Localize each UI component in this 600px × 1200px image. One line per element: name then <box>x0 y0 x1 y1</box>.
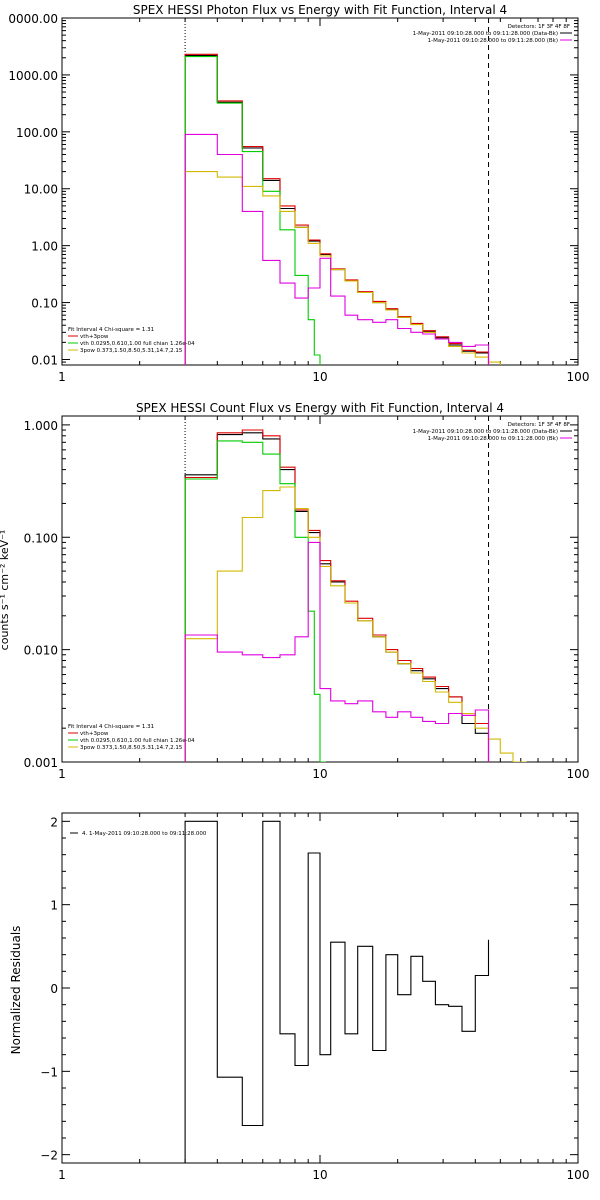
y-tick-label: 0.10 <box>31 297 58 311</box>
series-2-step-line <box>184 440 327 762</box>
series-3-step-line <box>184 486 527 762</box>
x-tick-label: 10 <box>312 767 327 781</box>
y-tick-label: −1 <box>40 1065 58 1079</box>
y-tick-label: 10.00 <box>24 183 58 197</box>
y-tick-label: 0.01 <box>31 353 58 367</box>
y-tick-label: 0.100 <box>24 531 58 545</box>
count-flux-ylabel: counts s⁻¹ cm⁻² keV⁻¹ <box>0 530 11 651</box>
residuals-ylabel: Normalized Residuals <box>9 926 23 1055</box>
x-tick-label: 10 <box>312 370 327 384</box>
residuals-panel: Normalized Residuals 1 10 100 −2 −1 0 1 2 4. 1-M… <box>9 812 590 1182</box>
legend-item-0: 1-May-2011 09:10:28.000 to 09:11:28.000 … <box>413 31 558 37</box>
count-flux-panel: SPEX HESSI Count Flux vs Energy with Fit… <box>0 401 589 781</box>
x-tick-label: 100 <box>567 767 590 781</box>
legend-fit-header: Fit Interval 4 Chi-square = 1.31 <box>68 327 154 333</box>
series-group <box>184 820 490 1163</box>
fit-legend-item-1: vth 0.0295,0.610,1.00 full chian 1.26e-0… <box>80 341 195 347</box>
y-tick-label: 0000.00 <box>8 12 58 26</box>
legend-detectors: Detectors: 1F 3F 4F 8F <box>508 422 570 428</box>
fit-legend-item-2: 3pow 0.373,1.50,8.50,5.31,14.7,2.15 <box>80 745 183 751</box>
y-tick-label: 0.010 <box>24 644 58 658</box>
legend-detectors: Detectors: 1F 3F 4F 8F <box>508 24 570 30</box>
x-tick-label: 10 <box>312 1168 327 1182</box>
series-3-step-line <box>184 171 501 365</box>
x-tick-label: 1 <box>58 370 66 384</box>
y-tick-label: −2 <box>40 1149 58 1163</box>
legend-item-1: 1-May-2011 09:10:28.000 to 09:11:28.000 … <box>428 38 558 44</box>
y-tick-label: 1.00 <box>31 240 58 254</box>
series-4-step-line <box>184 133 490 365</box>
residual-legend-item: 4. 1-May-2011 09:10:28.000 to 09:11:28.0… <box>82 831 207 837</box>
y-tick-label: 1000.00 <box>8 69 58 83</box>
count-flux-title: SPEX HESSI Count Flux vs Energy with Fit… <box>136 401 504 415</box>
y-tick-label: 1.000 <box>24 419 58 433</box>
legend-fit-header: Fit Interval 4 Chi-square = 1.31 <box>68 724 154 730</box>
y-tick-label: 100.00 <box>16 126 58 140</box>
photon-flux-panel: SPEX HESSI Photon Flux vs Energy with Fi… <box>8 3 589 384</box>
x-tick-label: 1 <box>58 1168 66 1182</box>
y-tick-label: 0 <box>50 982 58 996</box>
legend-item-0: 1-May-2011 09:10:28.000 to 09:11:28.000 … <box>413 429 558 435</box>
photon-flux-title: SPEX HESSI Photon Flux vs Energy with Fi… <box>133 3 507 17</box>
y-tick-label: 1 <box>50 899 58 913</box>
fit-legend-item-2: 3pow 0.373,1.50,8.50,5.31,14.7,2.15 <box>80 348 183 354</box>
x-tick-label: 1 <box>58 767 66 781</box>
fit-legend-item-0: vth+3pow <box>80 334 109 340</box>
series-group <box>184 429 527 762</box>
y-tick-label: 2 <box>50 815 58 829</box>
x-tick-label: 100 <box>567 1168 590 1182</box>
series-0-step-line <box>184 820 490 1163</box>
y-tick-label: 0.001 <box>24 756 58 770</box>
series-4-step-line <box>184 541 490 762</box>
series-group <box>184 53 501 365</box>
fit-legend-item-0: vth+3pow <box>80 731 109 737</box>
legend-item-1: 1-May-2011 09:10:28.000 to 09:11:28.000 … <box>428 436 558 442</box>
x-tick-label: 100 <box>567 370 590 384</box>
fit-legend-item-1: vth 0.0295,0.610,1.00 full chian 1.26e-0… <box>80 738 195 744</box>
